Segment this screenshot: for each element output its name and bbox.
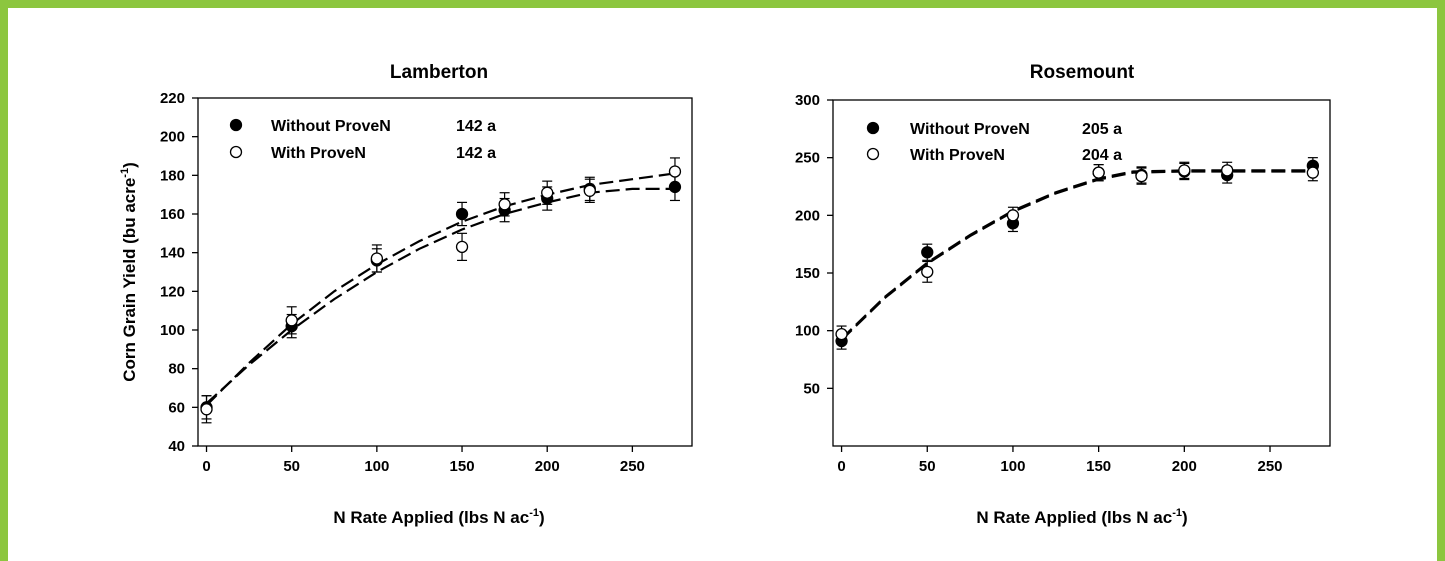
lamberton-point-with (668, 165, 682, 178)
lamberton-legend-label-without: Without ProveN (271, 118, 391, 135)
rosemount-legend-stat-without: 205 a (1082, 121, 1122, 138)
lamberton-point-without (455, 207, 469, 221)
lamberton-title: Lamberton (390, 62, 488, 83)
rosemount-point-with (1006, 209, 1020, 222)
lamberton-point-with (455, 240, 469, 254)
rosemount-legend-marker-without (866, 121, 880, 135)
lamberton-point-with (541, 186, 554, 199)
lamberton-x-tick-label: 200 (535, 458, 560, 475)
lamberton-legend-label-with: With ProveN (271, 145, 366, 162)
lamberton-y-axis-label: Corn Grain Yield (bu acre-1) (119, 162, 139, 382)
rosemount-point-with (835, 327, 848, 341)
lamberton-point-with (370, 252, 384, 265)
rosemount-point-without (921, 246, 934, 259)
lamberton-legend-marker-with (229, 145, 243, 159)
rosemount-title: Rosemount (1030, 62, 1135, 83)
rosemount-y-tick-label: 300 (795, 92, 820, 109)
lamberton-y-tick-label: 80 (168, 361, 185, 378)
lamberton-legend-stat-with: 142 a (456, 145, 496, 162)
rosemount-y-tick-label: 250 (795, 150, 820, 167)
rosemount-point-with (1221, 164, 1234, 177)
rosemount-point-with (1092, 166, 1105, 179)
lamberton-plot: 0 50 100 150 200 250 40 60 80 100 120 140 160 180 200 2… (160, 90, 693, 475)
rosemount-legend-stat-with: 204 a (1082, 147, 1122, 164)
rosemount-x-axis-label: N Rate Applied (lbs N ac-1) (976, 507, 1187, 527)
lamberton-x-axis-label: N Rate Applied (lbs N ac-1) (333, 507, 544, 527)
rosemount-point-with (1306, 166, 1320, 179)
lamberton-point-with (498, 198, 511, 211)
lamberton-x-tick-label: 50 (283, 458, 300, 475)
lamberton-x-tick-label: 150 (450, 458, 475, 475)
rosemount-x-tick-label: 100 (1000, 458, 1025, 475)
lamberton-x-tick-label: 250 (620, 458, 645, 475)
rosemount-x-tick-label: 50 (919, 458, 936, 475)
lamberton-y-tick-label: 120 (160, 283, 185, 300)
rosemount-x-tick-label: 250 (1258, 458, 1283, 475)
rosemount-point-with (1178, 164, 1191, 177)
lamberton-point-with (285, 314, 298, 327)
rosemount-fit-line-with (840, 169, 1313, 340)
lamberton-plot-frame (197, 97, 693, 447)
rosemount-legend-label-with: With ProveN (910, 147, 1005, 164)
lamberton-x-tick-label: 0 (202, 458, 210, 475)
rosemount-point-with (921, 265, 934, 278)
rosemount-y-tick-label: 150 (795, 265, 820, 282)
lamberton-y-tick-label: 60 (168, 399, 185, 416)
rosemount-y-tick-label: 50 (803, 380, 820, 397)
lamberton-y-tick-label: 220 (160, 90, 185, 107)
lamberton-y-tick-label: 140 (160, 245, 185, 262)
rosemount-x-tick-label: 0 (837, 458, 845, 475)
lamberton-y-tick-label: 180 (160, 167, 185, 184)
lamberton-fit-line-without (205, 187, 675, 405)
lamberton-point-with (583, 184, 596, 197)
rosemount-legend-marker-with (866, 147, 880, 161)
rosemount-point-with (1135, 169, 1148, 183)
lamberton-y-tick-label: 200 (160, 129, 185, 146)
rosemount-y-tick-label: 100 (795, 323, 820, 340)
rosemount-plot: 0 50 100 150 200 250 50 100 150 200 250 300 (795, 92, 1331, 475)
rosemount-y-tick-label: 200 (795, 207, 820, 224)
rosemount-fit-line-without (840, 170, 1313, 341)
lamberton-x-tick-label: 100 (364, 458, 389, 475)
rosemount-x-tick-label: 150 (1086, 458, 1111, 475)
lamberton-y-tick-label: 160 (160, 206, 185, 223)
lamberton-legend-marker-without (229, 118, 243, 132)
lamberton-point-with (200, 403, 213, 416)
rosemount-x-tick-label: 200 (1172, 458, 1197, 475)
lamberton-y-tick-label: 100 (160, 322, 185, 339)
lamberton-y-tick-label: 40 (168, 438, 185, 455)
lamberton-legend-stat-without: 142 a (456, 118, 496, 135)
rosemount-legend-label-without: Without ProveN (910, 121, 1030, 138)
lamberton-fit-line-with (205, 172, 676, 407)
